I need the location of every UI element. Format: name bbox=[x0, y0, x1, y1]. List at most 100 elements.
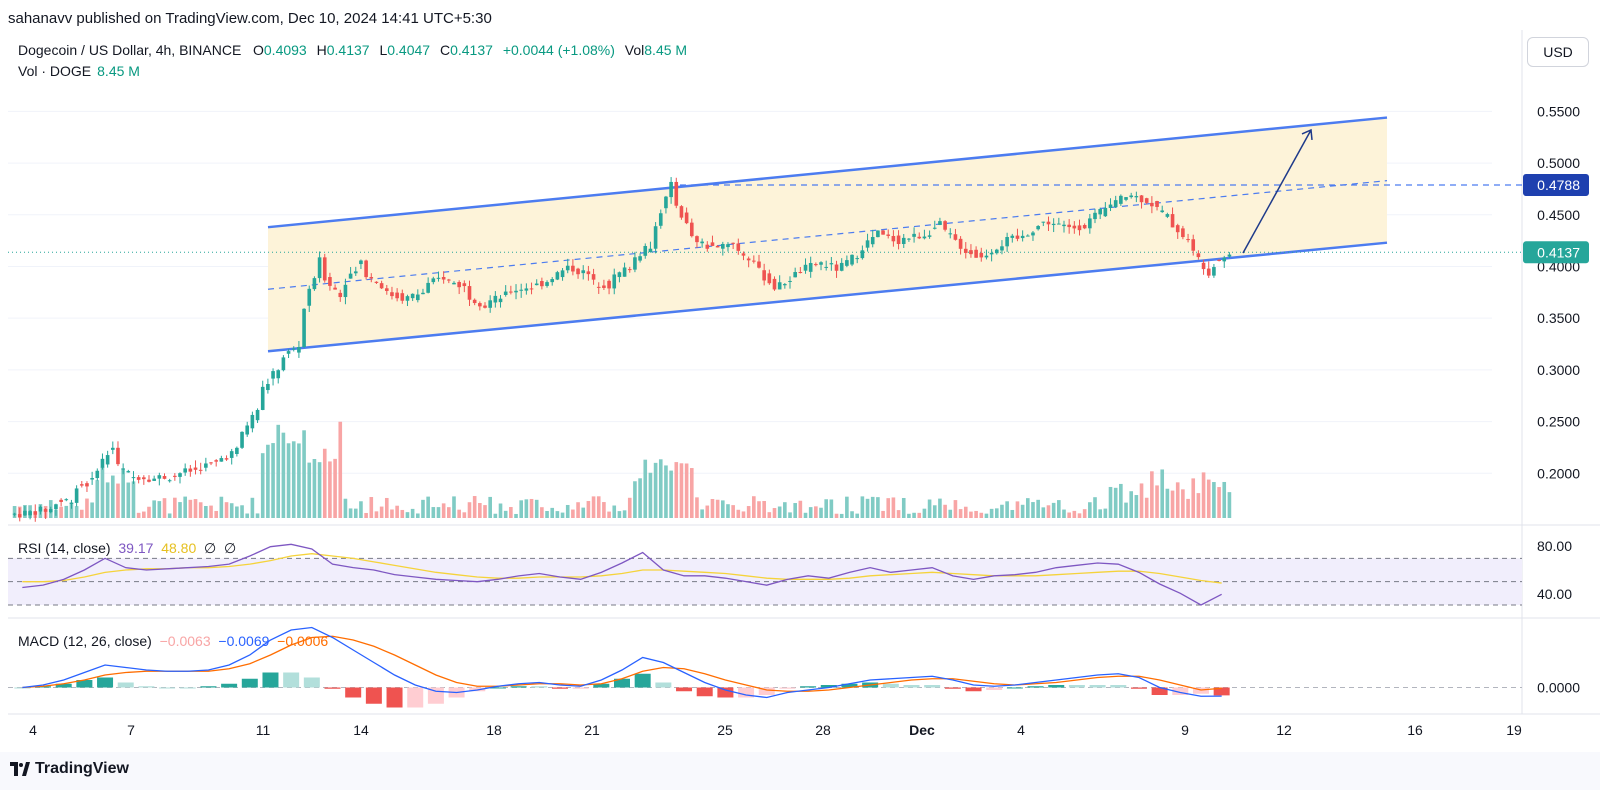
volume-bar bbox=[131, 481, 136, 518]
chart-canvas[interactable]: 0.55000.50000.45000.40000.35000.30000.25… bbox=[0, 0, 1600, 752]
candle-body bbox=[1206, 268, 1211, 276]
candle-body bbox=[617, 272, 622, 278]
volume-bar bbox=[1201, 472, 1206, 518]
volume-bars bbox=[12, 421, 1232, 518]
macd-legend: MACD (12, 26, close) −0.0063 −0.0069 −0.… bbox=[18, 633, 328, 649]
volume-bar bbox=[845, 496, 849, 518]
volume-bar bbox=[503, 510, 508, 518]
volume-bar bbox=[498, 503, 503, 518]
volume-bar bbox=[529, 498, 534, 518]
volume-label: Vol bbox=[624, 42, 645, 58]
candle-body bbox=[1020, 235, 1025, 239]
price-tick-label: 0.5500 bbox=[1537, 103, 1580, 119]
candle-body bbox=[64, 499, 69, 501]
candle-body bbox=[131, 477, 136, 479]
macd-hist-value: −0.0063 bbox=[159, 633, 211, 649]
candle-body bbox=[560, 270, 565, 278]
volume-bar bbox=[1227, 492, 1232, 518]
volume-bar bbox=[524, 499, 529, 518]
candle-body bbox=[136, 477, 141, 480]
volume-bar bbox=[276, 424, 281, 518]
volume-bar bbox=[12, 506, 17, 518]
time-tick-label: 19 bbox=[1506, 722, 1522, 738]
candle-body bbox=[240, 431, 244, 448]
last-price-tag-text: 0.4137 bbox=[1537, 244, 1580, 260]
candle-body bbox=[38, 506, 43, 512]
candle-body bbox=[896, 235, 901, 245]
tradingview-brand[interactable]: TradingView bbox=[10, 760, 129, 778]
volume-bar bbox=[1186, 498, 1190, 518]
footer-bar: TradingView bbox=[0, 752, 1600, 790]
volume-bar bbox=[602, 502, 606, 518]
candle-body bbox=[204, 463, 208, 468]
volume-bar bbox=[943, 504, 947, 518]
macd-histogram-bar bbox=[1151, 687, 1168, 695]
volume-bar bbox=[689, 468, 694, 518]
candle-body bbox=[110, 447, 115, 450]
volume-bar bbox=[1088, 502, 1092, 518]
macd-histogram-bar bbox=[1006, 687, 1023, 689]
volume-bar bbox=[250, 497, 255, 518]
candle-body bbox=[762, 270, 766, 281]
time-tick-label: 4 bbox=[1017, 722, 1025, 738]
candle-body bbox=[870, 237, 875, 245]
candle-body bbox=[483, 305, 487, 308]
rsi-label[interactable]: RSI (14, close) bbox=[18, 540, 111, 556]
candle-body bbox=[121, 468, 125, 470]
macd-histogram-bar bbox=[510, 686, 527, 688]
volume-bar bbox=[653, 462, 658, 518]
candle-body bbox=[421, 292, 425, 295]
volume-bar bbox=[328, 461, 332, 518]
macd-histogram-bar bbox=[179, 687, 196, 689]
volume-bar bbox=[59, 506, 63, 518]
time-tick-label: 25 bbox=[717, 722, 733, 738]
candle-body bbox=[23, 510, 27, 516]
candle-body bbox=[783, 284, 787, 286]
volume-bar bbox=[105, 482, 110, 518]
macd-histogram-bar bbox=[14, 687, 31, 689]
macd-histogram-bar bbox=[345, 687, 362, 698]
volume-bar bbox=[710, 499, 715, 518]
price-tags: 0.4788 0.4137 bbox=[1523, 173, 1589, 264]
macd-histogram-bar bbox=[76, 680, 93, 688]
macd-histogram-bar bbox=[55, 683, 72, 688]
candle-body bbox=[808, 262, 813, 272]
volume-series-label[interactable]: Vol · DOGE bbox=[18, 63, 92, 79]
candle-body bbox=[695, 236, 699, 243]
time-tick-label: 4 bbox=[29, 722, 37, 738]
volume-bar bbox=[198, 502, 203, 518]
volume-bar bbox=[1005, 501, 1009, 518]
low-value: 0.4047 bbox=[387, 42, 431, 58]
volume-bar bbox=[1020, 504, 1025, 518]
volume-bar bbox=[390, 509, 394, 518]
candle-body bbox=[1160, 210, 1165, 213]
volume-bar bbox=[550, 507, 555, 518]
close-label: C bbox=[439, 42, 451, 58]
volume-bar bbox=[1062, 509, 1066, 518]
candle-body bbox=[1025, 235, 1030, 237]
candle-body bbox=[881, 230, 885, 235]
volume-bar bbox=[1191, 478, 1196, 518]
macd-histogram-bar bbox=[489, 687, 506, 689]
currency-button[interactable]: USD bbox=[1527, 37, 1589, 67]
candle-body bbox=[586, 271, 591, 275]
volume-bar bbox=[193, 499, 198, 518]
macd-histogram-bar bbox=[262, 672, 279, 688]
volume-bar bbox=[767, 512, 772, 518]
macd-histogram-bar bbox=[97, 677, 114, 688]
macd-label[interactable]: MACD (12, 26, close) bbox=[18, 633, 152, 649]
volume-bar bbox=[638, 478, 642, 518]
volume-bar bbox=[891, 497, 896, 518]
candle-body bbox=[379, 283, 384, 289]
volume-bar bbox=[348, 508, 353, 518]
volume-bar bbox=[260, 453, 265, 518]
level-price-tag bbox=[1523, 173, 1589, 196]
symbol-name[interactable]: Dogecoin / US Dollar, 4h, BINANCE bbox=[18, 42, 242, 58]
volume-bar bbox=[1119, 483, 1123, 518]
candle-body bbox=[276, 370, 281, 379]
volume-bar bbox=[607, 511, 611, 518]
volume-bar bbox=[953, 500, 958, 518]
volume-bar bbox=[359, 501, 363, 518]
volume-bar bbox=[720, 500, 725, 518]
price-tick-label: 0.5000 bbox=[1537, 155, 1580, 171]
